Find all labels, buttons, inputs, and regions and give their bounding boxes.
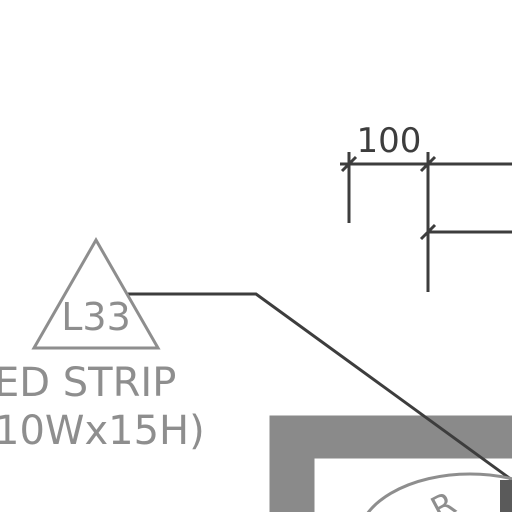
dimension-tick-right — [419, 155, 437, 173]
dimension-value-label: 100 — [357, 121, 422, 161]
triangle-tag-icon — [31, 236, 161, 350]
leader-line — [128, 292, 512, 482]
callout-bubble: R — [366, 472, 512, 512]
dimension-tick-left — [340, 155, 358, 173]
callout-ellipse — [366, 472, 512, 512]
leader-end-marker — [500, 480, 512, 512]
wall-frame-shape — [269, 415, 512, 512]
wall-frame — [269, 415, 512, 512]
dimension-group — [340, 152, 512, 292]
callout-partial-label: R — [425, 484, 462, 512]
secondary-dimension-tick — [419, 223, 437, 241]
note-line-1: ED STRIP — [0, 360, 176, 406]
tag-code: L33 — [61, 295, 131, 339]
note-line-2: 10Wx15H) — [0, 408, 205, 454]
fixture-tag: L33 — [31, 236, 161, 350]
